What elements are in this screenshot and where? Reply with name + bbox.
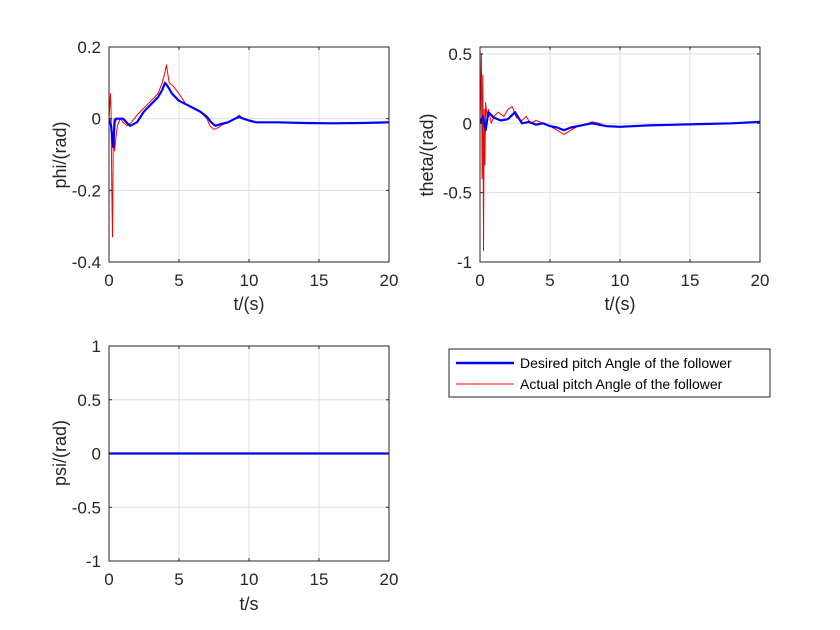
ax2-ytick-label: 1	[92, 337, 101, 356]
psi-plot: 0 5 10 15 20 -1 -0.5 0 0.5 1 t/s psi/(rad)	[50, 337, 398, 614]
phi-plot-ylabel: phi/(rad)	[50, 121, 70, 188]
ax1-xtick-label: 15	[681, 271, 700, 290]
theta-plot-xlabel: t/(s)	[605, 294, 636, 314]
ax2-ytick-label: -0.5	[72, 498, 101, 517]
ax2-xtick-label: 10	[240, 570, 259, 589]
ax1-xtick-label: 20	[751, 271, 770, 290]
legend: Desired pitch Angle of the follower Actu…	[448, 348, 771, 398]
ax1-desired-series-line	[480, 111, 760, 132]
ax0-xtick-label: 0	[104, 271, 113, 290]
psi-plot-ylabel: psi/(rad)	[50, 420, 70, 486]
legend-desired-label: Desired pitch Angle of the follower	[520, 355, 732, 371]
ax0-ytick-label: -0.2	[72, 181, 101, 200]
ax2-ytick-label: -1	[86, 552, 101, 571]
ax2-xtick-label: 5	[174, 570, 183, 589]
ax0-xtick-label: 5	[174, 271, 183, 290]
ax0-xtick-label: 20	[380, 271, 399, 290]
ax2-xtick-label: 15	[310, 570, 329, 589]
ax1-xtick-label: 10	[611, 271, 630, 290]
ax2-ytick-label: 0	[92, 445, 101, 464]
ax0-ytick-label: -0.4	[72, 253, 101, 272]
ax0-desired-series-line	[109, 81, 389, 149]
phi-plot-xlabel: t/(s)	[234, 294, 265, 314]
ax2-xtick-label: 20	[380, 570, 399, 589]
ax1-ytick-label: -1	[457, 253, 472, 272]
legend-box	[448, 348, 771, 398]
ax2-xtick-label: 0	[104, 570, 113, 589]
ax1-ytick-label: 0	[463, 114, 472, 133]
ax1-ytick-label: 0.5	[448, 45, 472, 64]
legend-actual-label: Actual pitch Angle of the follower	[520, 376, 723, 392]
psi-plot-xlabel: t/s	[239, 594, 258, 614]
ax2-ytick-label: 0.5	[77, 391, 101, 410]
theta-plot-ylabel: theta/(rad)	[417, 113, 437, 196]
ax0-xtick-label: 15	[310, 271, 329, 290]
ax0-ytick-label: 0.2	[77, 38, 101, 57]
ax1-xtick-label: 0	[475, 271, 484, 290]
ax0-xtick-label: 10	[240, 271, 259, 290]
ax1-xtick-label: 5	[545, 271, 554, 290]
ax1-ytick-label: -0.5	[443, 184, 472, 203]
ax0-ytick-label: 0	[92, 110, 101, 129]
phi-plot: 0 5 10 15 20 -0.4 -0.2 0 0.2 t/(s) phi/(rad)	[50, 38, 398, 314]
theta-plot: 0 5 10 15 20 -1 -0.5 0 0.5 t/(s) theta/(rad)	[417, 45, 769, 314]
